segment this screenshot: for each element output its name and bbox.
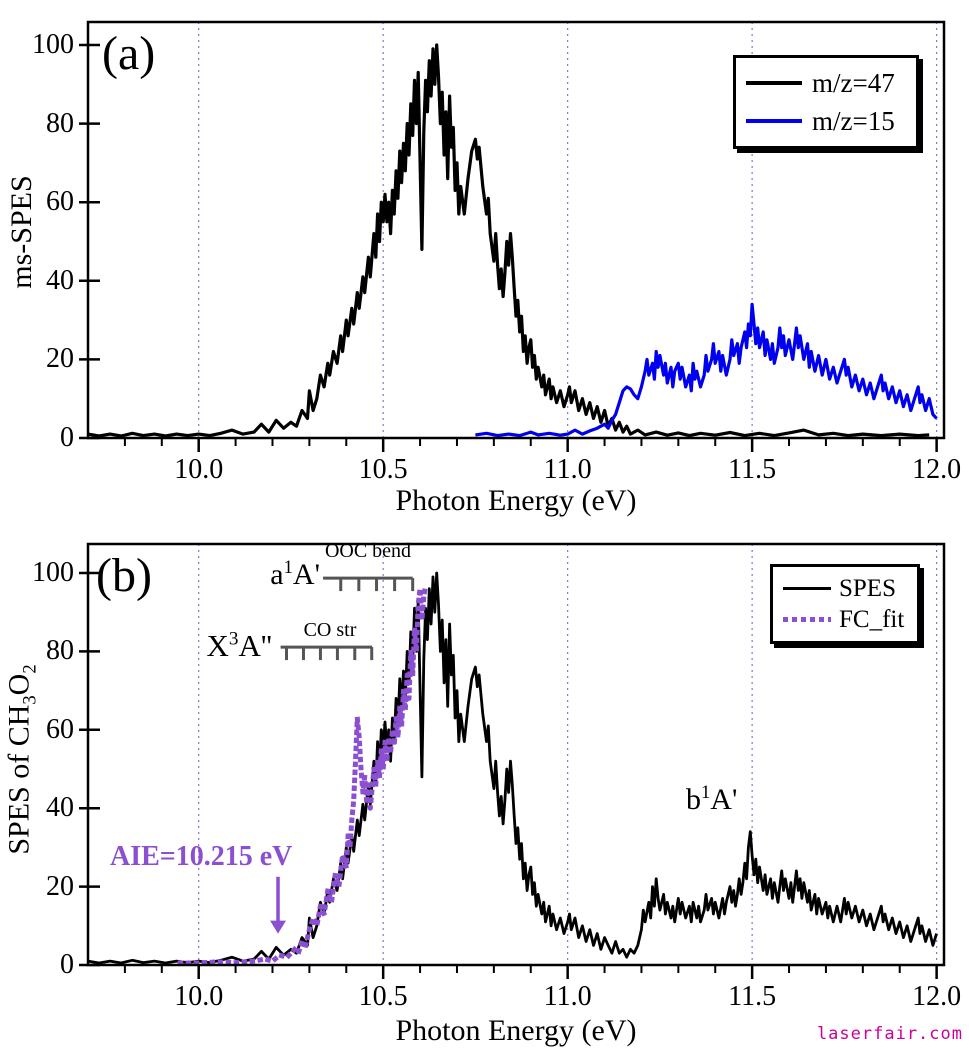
b-trace-SPES — [88, 571, 938, 965]
legend-label-mz47: m/z=47 — [812, 67, 895, 98]
b-x-tick-label-12.0: 12.0 — [912, 981, 962, 1012]
panel-a-y-axis-title: ms-SPES — [5, 175, 38, 289]
co-str-label: CO str — [303, 619, 357, 641]
legend-label-fcfit: FC_fit — [839, 605, 905, 633]
watermark: laserfair.com — [816, 1024, 963, 1044]
b-y-tick-label-100: 100 — [32, 557, 74, 588]
b-x-tick-label-10.5: 10.5 — [358, 981, 408, 1012]
b-y-tick-label-0: 0 — [60, 949, 74, 980]
b-series-group — [88, 571, 938, 965]
a-y-tick-label-20: 20 — [46, 343, 74, 375]
legend-label-mz15: m/z=15 — [812, 105, 895, 136]
legend-label-spes: SPES — [839, 574, 896, 602]
state-label-b1A: b1A' — [686, 782, 738, 816]
b-y-tick-label-40: 40 — [46, 792, 74, 824]
legend-row-fcfit: FC_fit — [783, 604, 907, 635]
panel-b-x-axis-title: Photon Energy (eV) — [395, 1014, 637, 1047]
b-axes-box — [86, 542, 946, 967]
b-trace-FCfit — [177, 581, 429, 965]
a-x-tick-label-11.0: 11.0 — [543, 454, 592, 485]
a-x-tick-label-10.0: 10.0 — [174, 454, 224, 485]
a-x-tick-label-11.5: 11.5 — [728, 454, 777, 485]
a-x-tick-label-12.0: 12.0 — [912, 454, 962, 485]
a-axes-box — [86, 20, 946, 440]
panel-b-letter: (b) — [96, 549, 152, 602]
ooc-bend-label: OOC bend — [324, 540, 412, 562]
aie-arrow-head — [270, 920, 287, 934]
state-label-X3A: X3A'' — [206, 628, 272, 663]
a-trace-mz47 — [88, 43, 930, 438]
ooc-bend-comb — [323, 576, 415, 592]
mz15-line-sample — [746, 119, 802, 123]
a-trace-mz15 — [475, 302, 938, 438]
state-label-a1A: a1A' — [270, 557, 320, 591]
a-series-group — [88, 43, 938, 438]
legend-row-spes: SPES — [783, 573, 907, 604]
panel-a-legend: m/z=47 m/z=15 — [733, 55, 919, 149]
mz47-line-sample — [746, 81, 802, 85]
panel-b-y-axis-title: SPES of CH3O2 — [2, 664, 41, 855]
panel-a-letter: (a) — [102, 27, 156, 80]
a-x-tick-label-10.5: 10.5 — [358, 454, 408, 485]
a-y-tick-label-80: 80 — [46, 107, 74, 139]
aie-annotation: AIE=10.215 eV — [110, 841, 293, 872]
co-str-comb — [280, 645, 374, 661]
a-y-tick-label-60: 60 — [46, 186, 74, 218]
a-y-tick-label-100: 100 — [32, 29, 74, 60]
legend-row-mz47: m/z=47 — [746, 64, 906, 102]
b-y-tick-label-80: 80 — [46, 635, 74, 667]
a-y-tick-label-40: 40 — [46, 264, 74, 296]
b-y-tick-label-20: 20 — [46, 870, 74, 902]
a-y-tick-label-0: 0 — [60, 422, 74, 453]
fcfit-line-sample — [783, 617, 831, 622]
panel-a-x-axis-title: Photon Energy (eV) — [395, 484, 637, 517]
b-x-tick-label-11.5: 11.5 — [728, 981, 777, 1012]
panel-b-legend: SPES FC_fit — [770, 564, 920, 644]
legend-row-mz15: m/z=15 — [746, 102, 906, 140]
b-y-tick-label-60: 60 — [46, 713, 74, 745]
b-x-tick-label-10.0: 10.0 — [174, 981, 224, 1012]
spes-line-sample — [783, 587, 831, 590]
b-x-tick-label-11.0: 11.0 — [543, 981, 592, 1012]
